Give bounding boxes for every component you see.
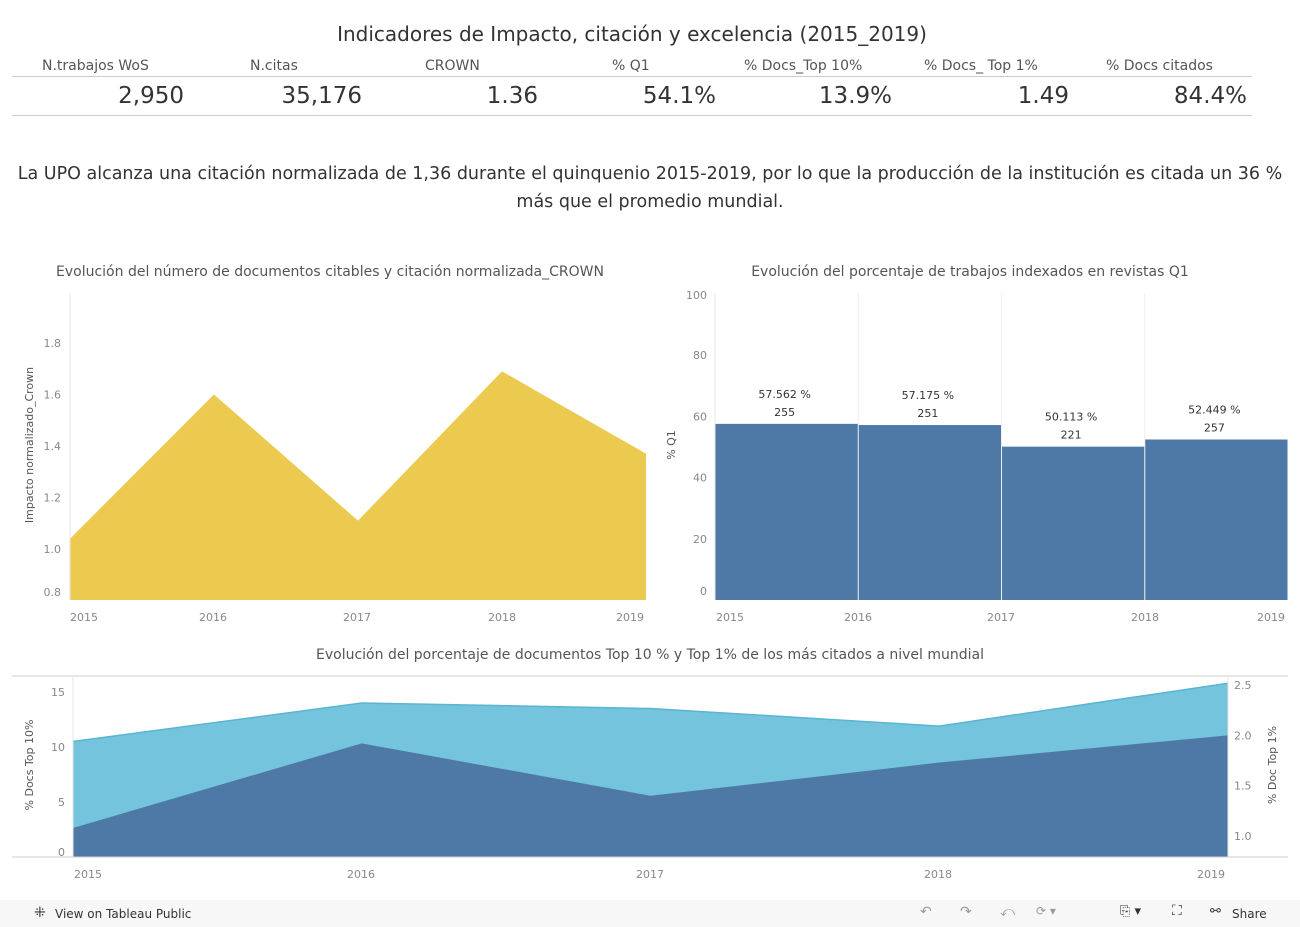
top-chart-x-tick: 2016 [347, 868, 375, 881]
top1-y-tick: 2.0 [1234, 729, 1252, 742]
top1-area [73, 735, 1228, 857]
q1-x-tick: 2015 [716, 611, 744, 624]
crown-y-tick: 1.6 [44, 389, 62, 402]
q1-bar-count-label: 255 [774, 406, 795, 419]
crown-y-tick: 1.4 [44, 440, 62, 453]
summary-text: La UPO alcanza una citación normalizada … [0, 160, 1300, 216]
crown-y-tick: 1.2 [44, 492, 62, 505]
q1-bar [858, 425, 1001, 600]
crown-y-tick: 0.8 [44, 586, 62, 599]
q1-x-tick: 2016 [844, 611, 872, 624]
top10-line [72, 682, 1229, 743]
view-on-tableau-link[interactable]: View on Tableau Public [55, 907, 192, 921]
q1-bar [1145, 439, 1288, 600]
top-chart-x-tick: 2018 [924, 868, 952, 881]
crown-x-tick: 2018 [488, 611, 516, 624]
crown-area [70, 371, 646, 600]
kpi-label: % Docs_ Top 1% [924, 58, 1038, 74]
q1-y-label: % Q1 [665, 430, 678, 460]
q1-y-tick: 60 [693, 410, 707, 423]
kpi-label: % Docs citados [1106, 58, 1213, 74]
kpi-value: 2,950 [118, 83, 184, 109]
dashboard-title: Indicadores de Impacto, citación y excel… [337, 22, 927, 46]
q1-bar-value-label: 50.113 % [1045, 411, 1097, 424]
kpi-value: 1.36 [486, 83, 538, 109]
top-chart-x-tick: 2015 [74, 868, 102, 881]
download-icon[interactable]: ⎘ ▾ [1120, 904, 1142, 919]
q1-bar-value-label: 57.175 % [902, 389, 954, 402]
top10-y-tick: 15 [51, 686, 65, 699]
kpi-label: % Docs_Top 10% [744, 58, 863, 74]
kpi-label: N.citas [250, 58, 298, 74]
q1-y-tick: 80 [693, 349, 707, 362]
q1-bar [1002, 446, 1145, 600]
q1-bar-value-label: 52.449 % [1188, 404, 1240, 417]
share-icon[interactable]: ⚯ [1210, 904, 1221, 919]
q1-chart-title: Evolución del porcentaje de trabajos ind… [751, 264, 1189, 280]
q1-x-tick: 2018 [1131, 611, 1159, 624]
kpi-value: 35,176 [281, 83, 362, 109]
top1-y-tick: 1.0 [1234, 830, 1252, 843]
top-chart-x-tick: 2019 [1197, 868, 1225, 881]
q1-bar-count-label: 221 [1061, 429, 1082, 442]
crown-x-tick: 2019 [616, 611, 644, 624]
top1-y-tick: 1.5 [1234, 780, 1252, 793]
q1-x-tick: 2019 [1257, 611, 1285, 624]
kpi-value: 13.9% [818, 83, 892, 109]
top-chart-x-tick: 2017 [636, 868, 664, 881]
share-button[interactable]: Share [1232, 907, 1267, 921]
summary-line-2: más que el promedio mundial. [516, 192, 784, 212]
kpi-value: 84.4% [1173, 83, 1247, 109]
kpi-label: N.trabajos WoS [42, 58, 149, 74]
tableau-toolbar: ⁜ View on Tableau Public ↶ ↷ ⤺ ⟳ ▾ ⎘ ▾ ⛶… [0, 900, 1300, 927]
top10-y-tick: 5 [58, 796, 65, 809]
crown-x-tick: 2016 [199, 611, 227, 624]
crown-y-label: Impacto normalizado_Crown [23, 367, 36, 523]
undo-icon[interactable]: ↶ [920, 904, 932, 920]
q1-bar-count-label: 251 [917, 407, 938, 420]
tableau-logo-icon: ⁜ [34, 905, 46, 921]
kpi-value: 54.1% [642, 83, 716, 109]
crown-chart-title: Evolución del número de documentos citab… [56, 264, 604, 280]
crown-y-tick: 1.0 [44, 543, 62, 556]
q1-y-tick: 40 [693, 472, 707, 485]
q1-bar-count-label: 257 [1204, 422, 1225, 435]
crown-y-tick: 1.8 [44, 337, 62, 350]
kpi-label: CROWN [425, 58, 480, 74]
q1-y-tick: 100 [686, 289, 707, 302]
top1-y-tick: 2.5 [1234, 679, 1252, 692]
top10-y-label: % Docs Top 10% [23, 720, 36, 811]
q1-bar-value-label: 57.562 % [758, 388, 810, 401]
refresh-icon[interactable]: ⟳ ▾ [1036, 904, 1056, 918]
kpi-label: % Q1 [612, 58, 650, 74]
fullscreen-icon[interactable]: ⛶ [1172, 903, 1182, 919]
top10-y-tick: 10 [51, 741, 65, 754]
summary-line-1: La UPO alcanza una citación normalizada … [17, 164, 1283, 184]
crown-x-tick: 2017 [343, 611, 371, 624]
top-chart-title: Evolución del porcentaje de documentos T… [316, 647, 984, 663]
redo-icon[interactable]: ↷ [960, 904, 972, 920]
q1-bar [715, 423, 858, 600]
crown-x-tick: 2015 [70, 611, 98, 624]
kpi-value: 1.49 [1017, 83, 1069, 109]
q1-y-tick: 0 [700, 585, 707, 598]
q1-y-tick: 20 [693, 533, 707, 546]
top1-y-label: % Doc Top 1% [1266, 726, 1279, 804]
top10-y-tick: 0 [58, 846, 65, 859]
q1-x-tick: 2017 [987, 611, 1015, 624]
revert-icon[interactable]: ⤺ [1000, 904, 1015, 920]
